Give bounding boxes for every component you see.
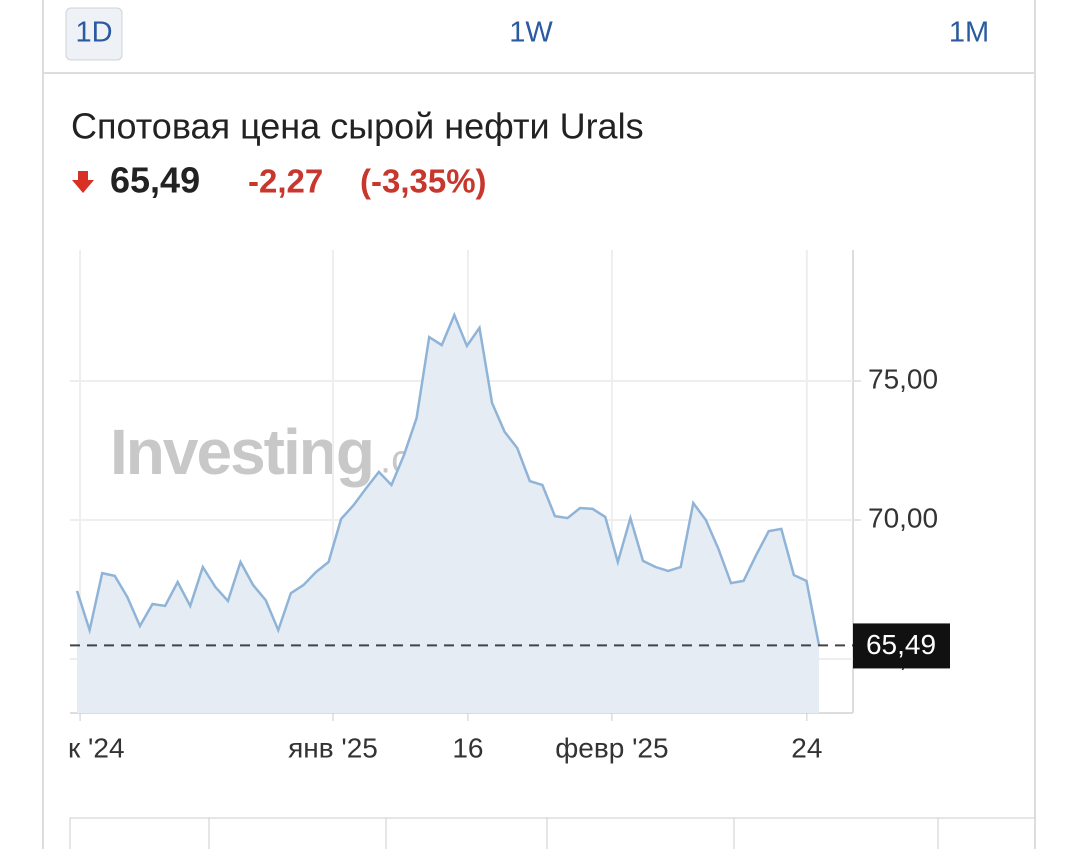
y-tick-label: 70,00 xyxy=(868,502,938,533)
tab[interactable]: 1D xyxy=(75,17,112,49)
line xyxy=(75,311,821,646)
x-tick-label: к '24 xyxy=(68,732,125,763)
price: 65,49 xyxy=(110,160,200,201)
area xyxy=(77,315,820,713)
price-label-box xyxy=(853,623,950,669)
watermark: Investing xyxy=(110,416,373,488)
change: -2,27 xyxy=(248,163,323,200)
tab[interactable]: 1M xyxy=(949,17,989,49)
change-pct: (-3,35%) xyxy=(360,163,487,200)
y-tick-label: 75,00 xyxy=(868,363,938,394)
x-tick-label: 16 xyxy=(452,732,483,763)
down-arrow xyxy=(72,171,94,193)
table-row xyxy=(69,817,1035,849)
x-tick-label: янв '25 xyxy=(288,732,378,763)
tab-active[interactable] xyxy=(65,7,123,61)
x-tick-label: февр '25 xyxy=(555,732,668,763)
x-tick-label: 24 xyxy=(791,732,822,763)
title: Спотовая цена сырой нефти Urals xyxy=(71,106,644,147)
tab[interactable]: 1W xyxy=(509,17,553,49)
price-label: 65,49 xyxy=(866,629,936,660)
